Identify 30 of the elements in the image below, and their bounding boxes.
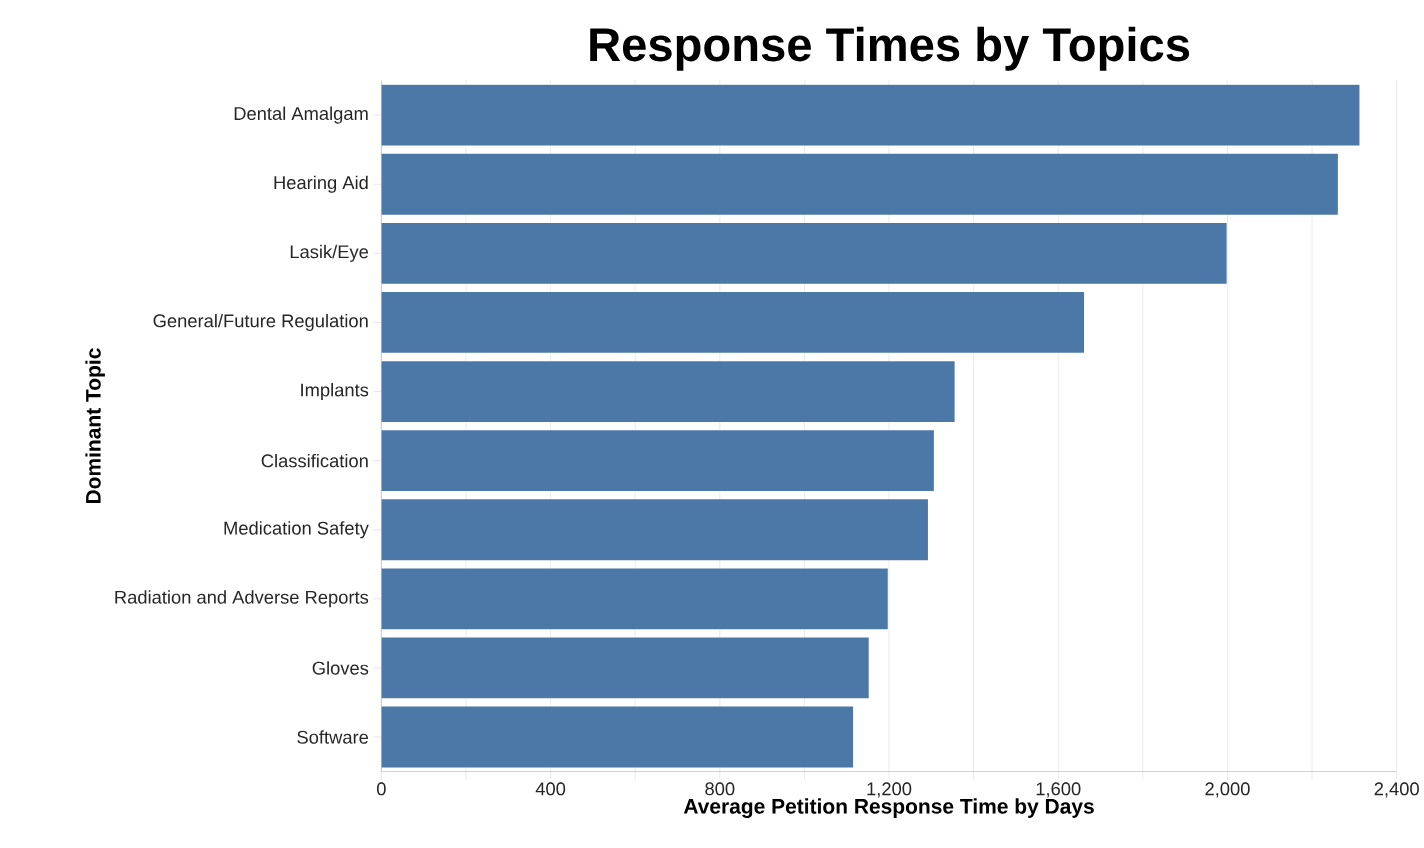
y-tick-label: General/Future Regulation xyxy=(153,313,368,331)
x-tick-label: 2,000 xyxy=(1205,782,1250,798)
y-tick-label: Software xyxy=(297,730,369,744)
y-tick-label: Medication Safety xyxy=(224,521,369,539)
y-tick-label: Hearing Aid xyxy=(274,175,368,193)
bar xyxy=(381,361,955,422)
x-tick-label: 1,600 xyxy=(1036,782,1081,798)
y-tick-label: Radiation and Adverse Reports xyxy=(115,590,369,608)
y-tick-label: Classification xyxy=(261,453,368,468)
y-axis-title: Dominant Topic xyxy=(85,348,105,503)
bar xyxy=(381,291,1085,353)
x-tick-label: 400 xyxy=(535,782,566,796)
y-tick-label: Dental Amalgam xyxy=(234,106,368,124)
x-tick-label: 800 xyxy=(705,782,735,796)
y-tick-label: Lasik/Eye xyxy=(290,244,369,262)
x-tick-label: 0 xyxy=(376,782,386,796)
bar xyxy=(381,430,934,491)
chart-title: Response Times by Topics xyxy=(590,26,1190,71)
y-tick-label: Implants xyxy=(301,382,369,400)
x-tick-label: 1,200 xyxy=(867,782,912,798)
y-tick-label: Gloves xyxy=(312,661,369,675)
x-axis-title: Average Petition Response Time by Days xyxy=(683,798,1094,818)
bar xyxy=(381,568,888,630)
bar xyxy=(381,84,1360,146)
bar xyxy=(381,499,928,561)
x-tick-label: 2,400 xyxy=(1374,782,1419,798)
bar xyxy=(381,153,1338,215)
bar xyxy=(381,637,869,699)
bar xyxy=(381,222,1227,284)
bar xyxy=(381,706,854,768)
